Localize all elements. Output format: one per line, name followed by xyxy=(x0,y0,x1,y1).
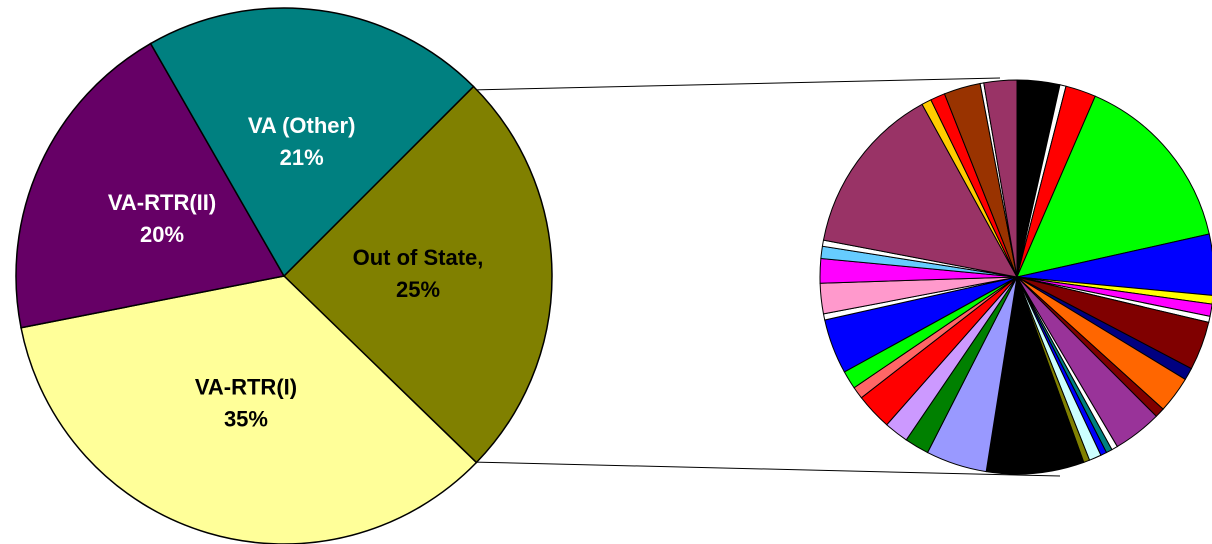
slice-value-label: 25% xyxy=(396,277,440,302)
slice-label: Out of State, xyxy=(353,245,484,270)
slice-value-label: 21% xyxy=(280,145,324,170)
slice-label: VA-RTR(II) xyxy=(108,190,216,215)
slice-label: VA-RTR(I) xyxy=(195,374,297,399)
slice-label: VA (Other) xyxy=(248,113,356,138)
pie-slice xyxy=(983,79,1018,278)
pie-slice xyxy=(985,276,1085,475)
pie-slice xyxy=(149,7,475,278)
pie-slice xyxy=(1016,233,1212,296)
pie-slice xyxy=(15,42,286,329)
slice-value-label: 20% xyxy=(140,222,184,247)
pie-slice xyxy=(282,85,553,464)
pie-slice xyxy=(1016,95,1210,278)
connector-line xyxy=(469,461,1061,477)
pie-slice xyxy=(20,275,478,544)
pie-slice xyxy=(822,103,1018,278)
connector-line xyxy=(469,77,1001,91)
slice-value-label: 35% xyxy=(224,406,268,431)
